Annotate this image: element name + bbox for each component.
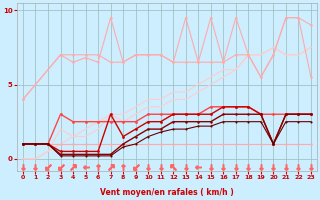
X-axis label: Vent moyen/en rafales ( km/h ): Vent moyen/en rafales ( km/h )	[100, 188, 234, 197]
